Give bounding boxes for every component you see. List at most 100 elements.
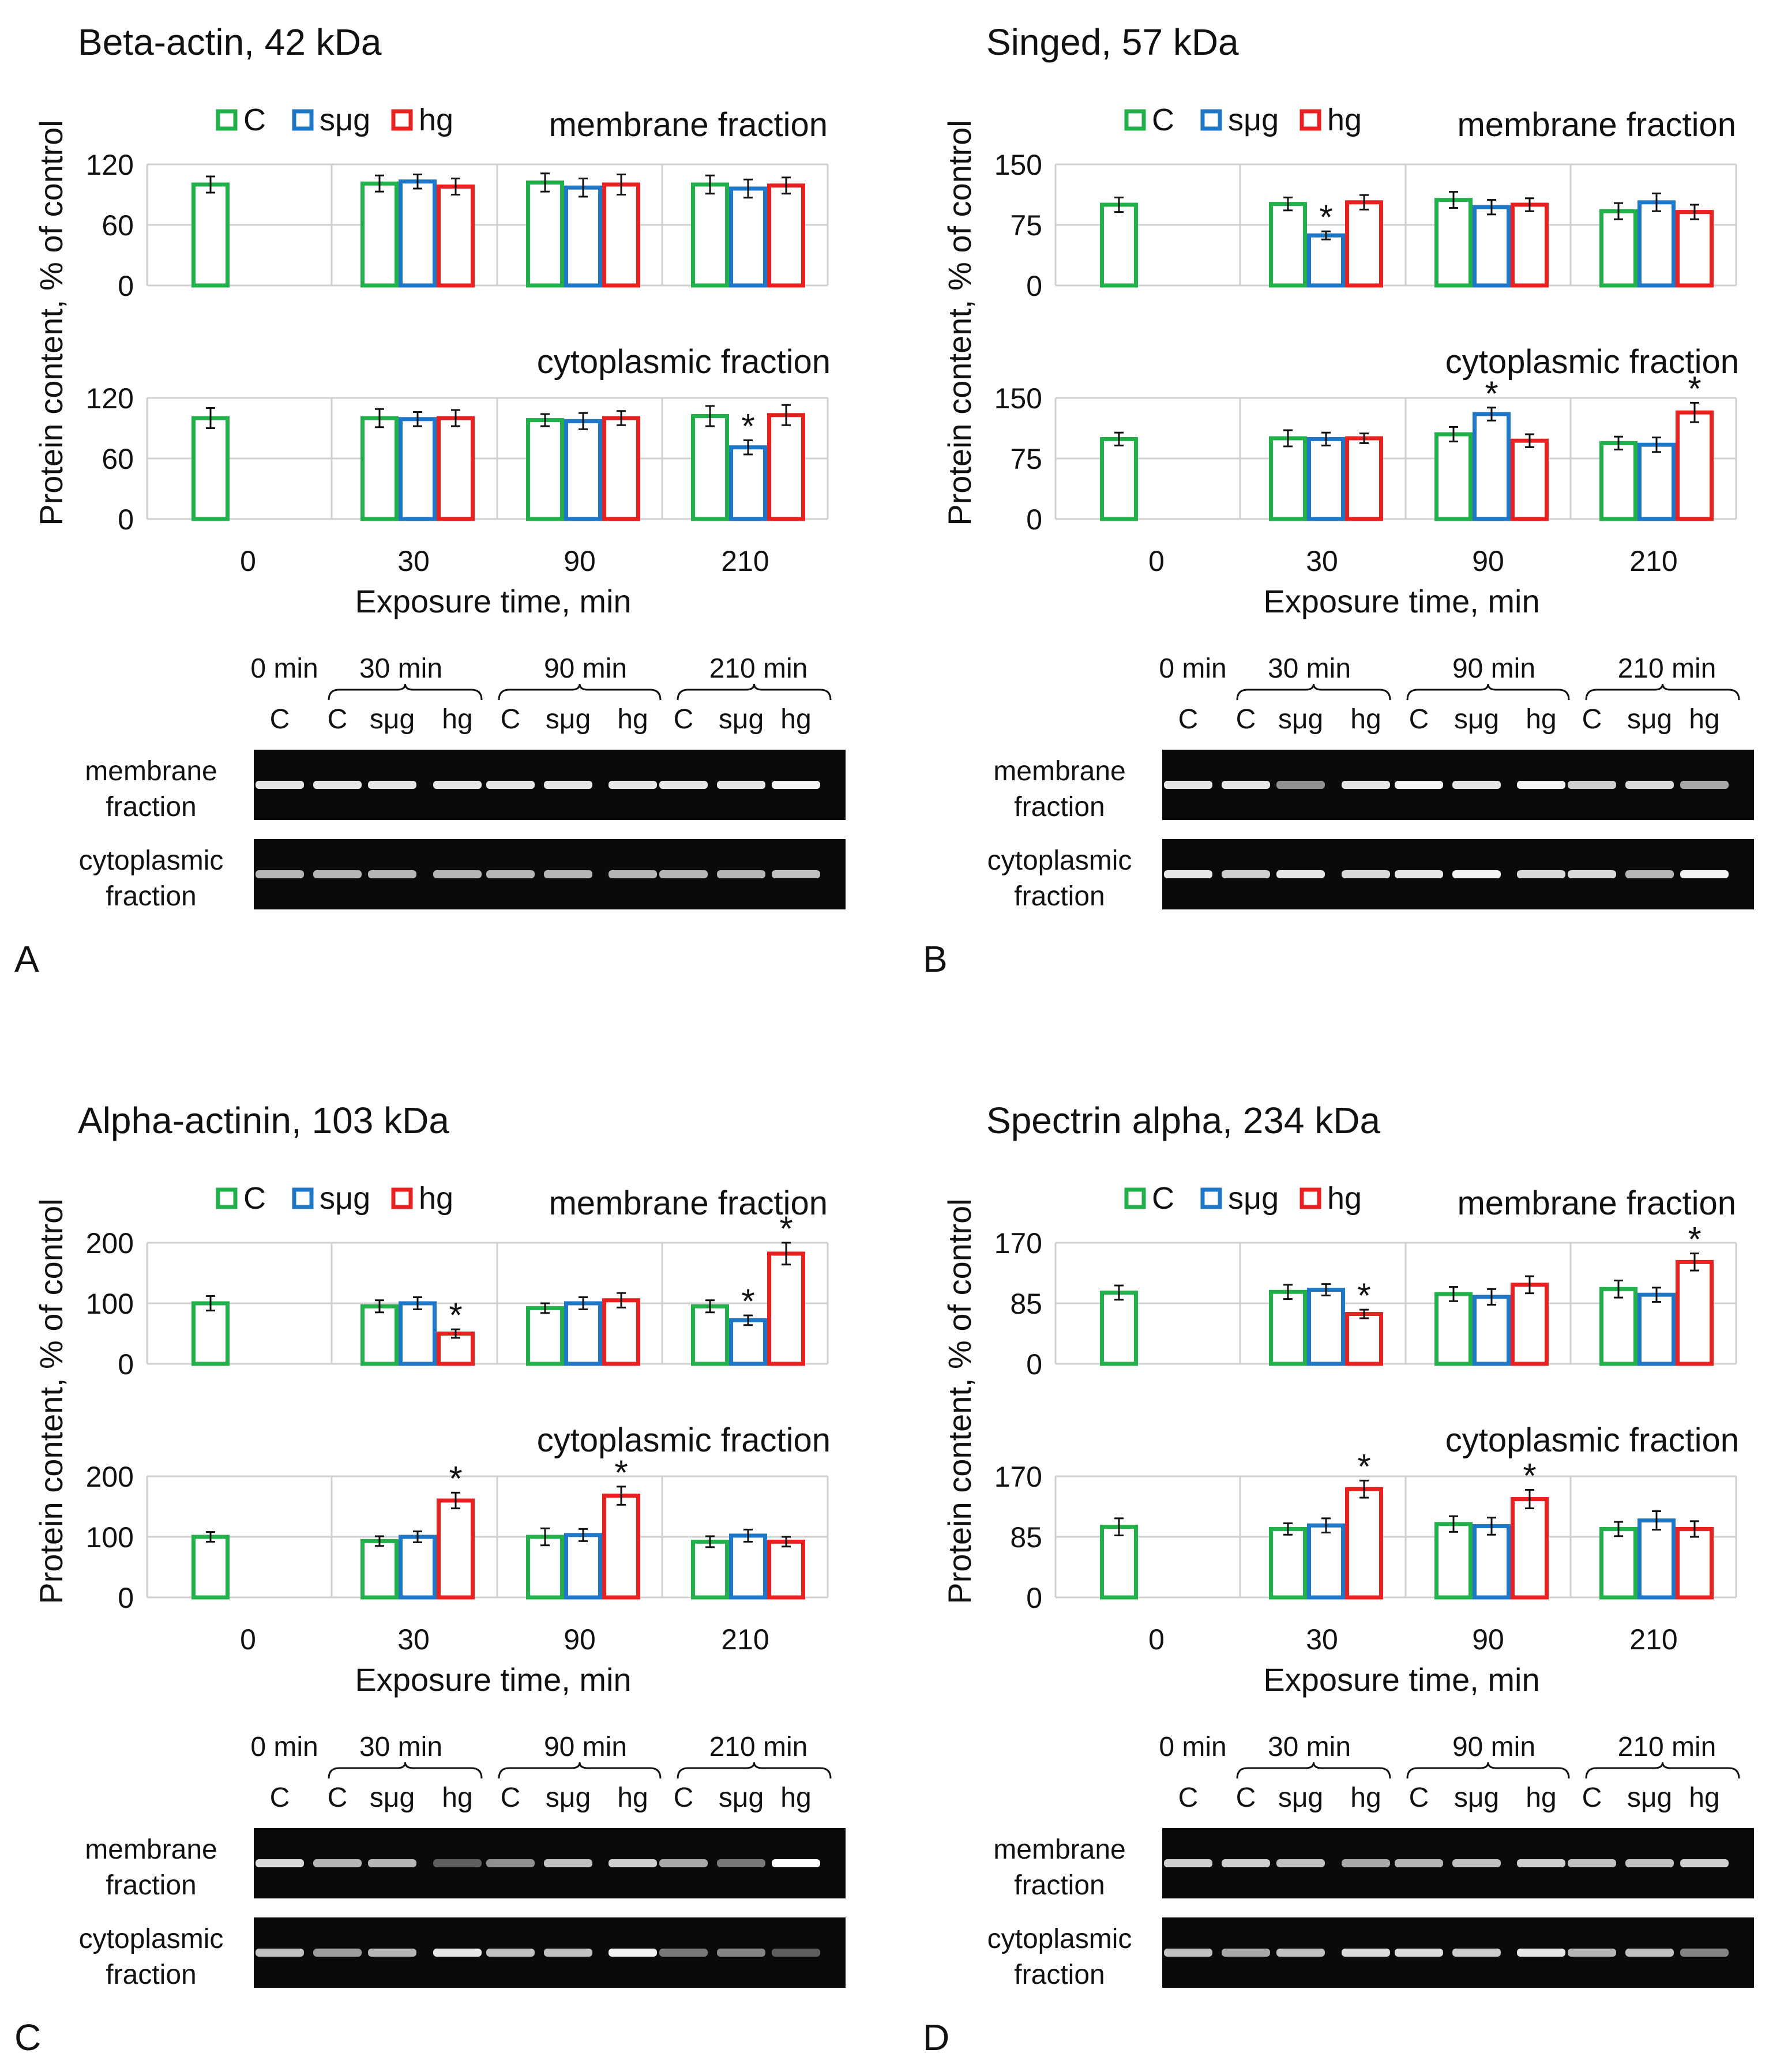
bar-c xyxy=(526,418,564,521)
bar-hg xyxy=(767,413,805,521)
y-tick-label: 100 xyxy=(86,1288,134,1320)
blot-band xyxy=(368,870,416,878)
bar-sug xyxy=(564,1533,602,1600)
legend-swatch-hg xyxy=(391,109,413,131)
bar-hg xyxy=(437,416,475,521)
blot-lane-label: C xyxy=(270,704,290,735)
blot-lane-label: sμg xyxy=(546,1783,591,1813)
bar-c xyxy=(1100,437,1138,521)
legend-label: hg xyxy=(419,1181,453,1216)
blot-band xyxy=(368,1859,416,1867)
blot-band xyxy=(659,870,708,878)
blot-time-label: 210 min xyxy=(709,653,808,684)
blot-band xyxy=(1342,1859,1390,1867)
y-tick-label: 0 xyxy=(118,1348,134,1381)
significance-star: * xyxy=(614,1453,628,1492)
blot-band xyxy=(1395,1859,1443,1867)
legend-label: sμg xyxy=(1228,103,1279,137)
bar-sug xyxy=(399,417,437,521)
blot-row-label: fraction xyxy=(1014,1870,1105,1901)
fraction-label-membrane: membrane fraction xyxy=(1457,1184,1736,1222)
blot-band xyxy=(717,781,765,789)
bar-sug xyxy=(729,445,767,521)
blot-lane-label: hg xyxy=(1689,704,1719,735)
y-tick-label: 0 xyxy=(1026,1582,1042,1614)
panel-d: Spectrin alpha, 234 kDa Protein content, … xyxy=(923,1100,1754,2058)
blot-band xyxy=(1568,870,1616,878)
bar-hg xyxy=(1676,210,1714,288)
blot-band xyxy=(544,870,592,878)
bar-sug xyxy=(399,1535,437,1600)
blot-band xyxy=(1517,870,1565,878)
blot-lane-label: C xyxy=(1409,704,1429,735)
bar-c xyxy=(691,1539,729,1600)
bar-hg xyxy=(437,1498,475,1600)
legend-swatch-c xyxy=(216,1187,238,1209)
x-tick-label: 30 xyxy=(1306,1623,1338,1656)
blot-band xyxy=(1222,1949,1270,1957)
subplot-cytoplasmic: 0 60 120 * xyxy=(86,382,829,536)
y-tick-label: 0 xyxy=(1026,1348,1042,1381)
blot-time-label: 210 min xyxy=(1618,1732,1717,1762)
blot-band xyxy=(1342,1949,1390,1957)
significance-star: * xyxy=(1357,1276,1370,1315)
blot-time-label: 30 min xyxy=(1268,1732,1351,1762)
blot-band xyxy=(1452,781,1501,789)
panel-title: Spectrin alpha, 234 kDa xyxy=(986,1100,1381,1141)
blot-time-label: 210 min xyxy=(709,1732,808,1762)
subplot-cytoplasmic: 0 100 200 * * xyxy=(86,1453,829,1614)
blot-band xyxy=(772,1859,820,1867)
y-tick-label: 200 xyxy=(86,1461,134,1493)
bar-sug xyxy=(1473,1524,1511,1600)
significance-star: * xyxy=(1357,1447,1370,1486)
blot-lane-label: hg xyxy=(617,704,648,735)
x-tick-label: 90 xyxy=(564,1623,596,1656)
panel-title: Alpha-actinin, 103 kDa xyxy=(78,1100,449,1141)
significance-star: * xyxy=(1319,198,1332,236)
blot-lane-label: C xyxy=(270,1783,290,1813)
significance-star: * xyxy=(449,1459,462,1498)
subplot-membrane: 0 100 200 * * * xyxy=(86,1209,829,1381)
blot-band xyxy=(486,870,535,878)
x-tick-label: 0 xyxy=(240,1623,256,1656)
blot-band xyxy=(717,1859,765,1867)
bar-c xyxy=(1434,1292,1473,1366)
blot-row-label: cytoplasmic xyxy=(79,845,224,876)
blot-band xyxy=(486,1949,535,1957)
bar-sug xyxy=(1637,1292,1676,1366)
blot-time-label: 30 min xyxy=(359,653,442,684)
blot-time-label: 90 min xyxy=(1452,1732,1535,1762)
blot-row-label: fraction xyxy=(1014,1960,1105,1990)
y-tick-label: 200 xyxy=(86,1227,134,1259)
blot-band xyxy=(717,1949,765,1957)
bar-sug xyxy=(729,186,767,288)
y-tick-label: 100 xyxy=(86,1521,134,1554)
x-tick-label: 0 xyxy=(1148,545,1165,577)
blot-lane-label: sμg xyxy=(1454,704,1499,735)
bar-hg xyxy=(1345,1312,1383,1366)
bar-c xyxy=(1100,1290,1138,1366)
blot-lane-label: C xyxy=(1582,704,1602,735)
bar-c xyxy=(1269,1289,1307,1366)
blot-band xyxy=(1164,781,1212,789)
bar-sug xyxy=(564,1301,602,1366)
legend-swatch-c xyxy=(216,109,238,131)
subplot-cytoplasmic: 0 85 170 * * xyxy=(994,1447,1737,1614)
blot-band xyxy=(609,870,657,878)
blot-band xyxy=(313,781,362,789)
blot-time-label: 210 min xyxy=(1618,653,1717,684)
subplot-membrane: 0 75 150 * xyxy=(994,149,1737,302)
blot-lane-label: sμg xyxy=(370,704,415,735)
blot-band xyxy=(659,781,708,789)
blot-brace xyxy=(328,683,483,701)
blot-lane-label: C xyxy=(501,704,521,735)
legend-swatch-sug xyxy=(1200,109,1222,131)
blot-band xyxy=(1222,1859,1270,1867)
fraction-label-membrane: membrane fraction xyxy=(549,1184,828,1222)
blot-lane-label: sμg xyxy=(1627,704,1672,735)
legend-label: sμg xyxy=(1228,1181,1279,1216)
blot-time-label: 0 min xyxy=(1159,1732,1226,1762)
y-axis-label: Protein content, % of control xyxy=(33,120,69,526)
legend-swatch-sug xyxy=(292,109,314,131)
bar-c xyxy=(691,1304,729,1366)
